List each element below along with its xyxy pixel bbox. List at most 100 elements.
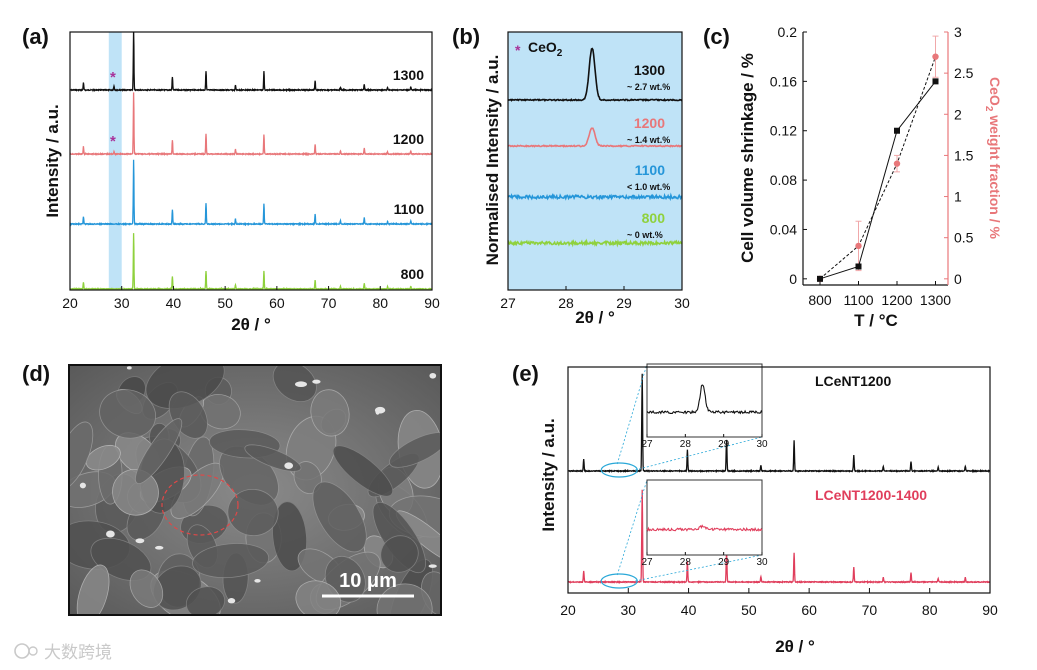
y2-tick-label-c: 0 [954,271,962,287]
x-tick-label-e: 90 [982,602,998,618]
y-tick-label-c: 0 [789,271,797,287]
sem-bright-spot [312,379,321,384]
sem-grain [380,535,419,573]
xrd-trace-1200 [70,92,432,157]
sem-grain [76,564,110,614]
series-label-LCeNT1200-1400: LCeNT1200-1400 [815,487,927,503]
y2-axis-label-c: CeO2 weight fraction / % [983,77,1003,239]
x-tick-label-c: 1300 [920,292,951,308]
sem-bright-spot [227,598,236,604]
series-label-1300: 1300 [634,62,665,78]
x-tick-label-e: 40 [681,602,697,618]
x-axis-label-a: 2θ / ° [231,315,271,334]
x-tick-label-c: 800 [808,292,832,308]
shrinkage-point [855,263,862,270]
axes-frame-e [567,366,991,594]
y-axis-label-b: Normalised Intensity / a.u. [483,55,502,266]
legend-ceo2: * CeO2 [515,39,563,59]
x-axis-label-c: T / °C [854,311,898,330]
sem-grain [272,366,317,403]
panel-a-label: (a) [22,24,49,49]
sem-grain [312,481,367,553]
zoom-trace-1300 [508,47,682,102]
y-axis-label-a: Intensity / a.u. [43,104,62,217]
inset-tick-label: 30 [756,439,768,450]
x-tick-label-e: 70 [862,602,878,618]
x-tick-label-b: 27 [500,295,516,311]
sem-grain [85,444,121,471]
x-tick-label-a: 90 [424,295,440,311]
x-tick-label-e: 60 [801,602,817,618]
zoom-trace-800 [508,238,682,248]
series-label-1300: 1300 [393,67,424,83]
axes-frame-a [69,31,433,291]
inset-tick-label: 29 [718,439,730,450]
sem-grain [310,389,350,437]
series-label-800: 800 [401,266,425,282]
sem-grain [129,569,164,608]
sem-grain [295,580,342,614]
sem-bright-spot [295,381,307,388]
inset-trace [646,384,763,415]
sem-grain [332,445,394,497]
shrinkage-line [819,81,936,280]
series-label-1100: 1100 [635,162,666,178]
sem-bright-spot [284,462,294,470]
inset-tick-label: 29 [718,557,730,568]
shrinkage-point [894,127,900,134]
sem-bright-spot [135,538,145,544]
y-axis-label-e: Intensity / a.u. [539,418,558,531]
y-tick-label-c: 0.2 [778,24,798,40]
zoom-region-marker [600,462,638,478]
zoom-connector [616,363,648,465]
x-tick-label-e: 30 [620,602,636,618]
x-tick-label-e: 20 [560,602,576,618]
sem-grain [135,418,183,484]
xrd-trace-LCeNT1200 [568,373,990,474]
watermark: 大数跨境 [14,643,112,663]
y2-tick-label-c: 1.5 [954,147,974,163]
sem-grain [192,543,270,579]
xrd-trace-1100 [70,159,432,227]
x-tick-label-a: 20 [62,295,78,311]
x-tick-label-b: 30 [674,295,690,311]
inset-tick-label: 28 [680,439,692,450]
sem-grain [272,501,308,572]
shrinkage-point [932,78,939,85]
sem-frame [68,364,442,616]
panel-b-label: (b) [452,24,480,49]
inset-frame [646,479,763,556]
y-tick-label-c: 0.16 [770,73,797,89]
x-tick-label-e: 50 [741,602,757,618]
x-axis-label-b: 2θ / ° [575,308,615,327]
y2-tick-label-c: 3 [954,24,962,40]
y-tick-label-c: 0.04 [770,221,797,237]
x-tick-label-a: 50 [217,295,233,311]
x-tick-label-a: 80 [372,295,388,311]
panel-c-label: (c) [703,24,730,49]
ceo2-region-shade [108,32,122,290]
sem-bright-spot [126,366,132,370]
highlight-circle [161,474,239,536]
wt-label-800: ~ 0 wt.% [627,230,663,240]
x-tick-label-a: 40 [166,295,182,311]
ceo2-marker-1200: * [110,133,116,150]
x-tick-label-b: 28 [558,295,574,311]
scale-bar-label: 10 μm [339,570,397,592]
series-label-800: 800 [642,210,666,226]
sem-bright-spot [428,564,437,568]
xrd-trace-1300 [70,32,432,93]
inset-tick-label: 27 [641,557,653,568]
series-label-1100: 1100 [394,201,425,217]
x-tick-label-a: 70 [321,295,337,311]
x-tick-label-b: 29 [616,295,632,311]
y2-tick-label-c: 2 [954,106,962,122]
axes-frame-b [507,31,683,291]
series-label-LCeNT1200: LCeNT1200 [815,373,891,389]
inset-trace [646,524,763,532]
y-tick-label-c: 0.12 [770,123,797,139]
wt-label-1200: ~ 1.4 wt.% [627,135,670,145]
panel-d-label: (d) [22,361,50,386]
y2-tick-label-c: 0.5 [954,230,974,246]
y-axis-label-c: Cell volume shrinkage / % [738,53,757,263]
